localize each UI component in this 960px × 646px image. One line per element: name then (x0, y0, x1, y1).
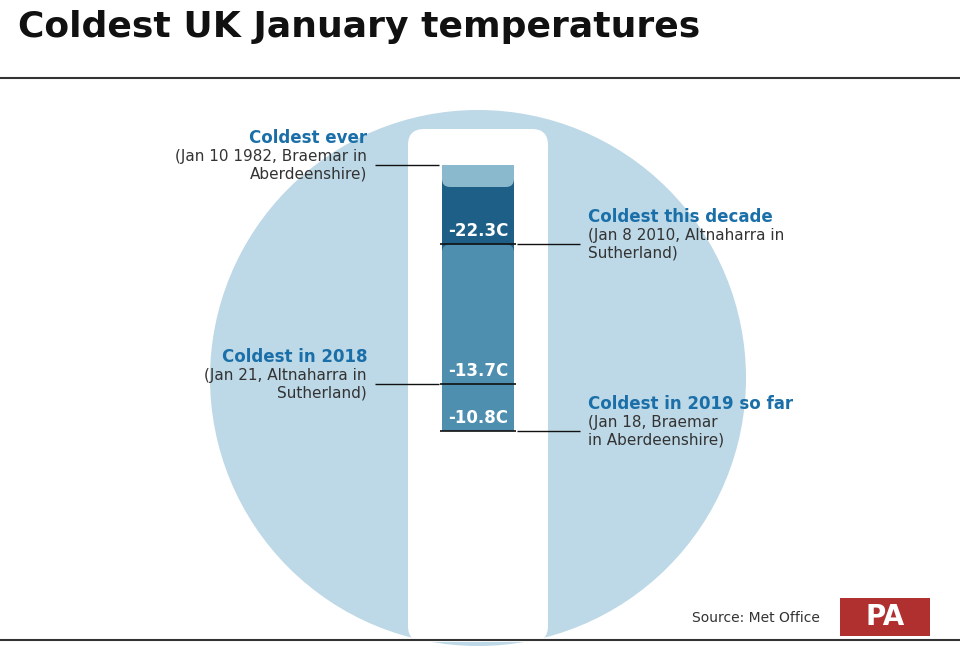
Text: Source: Met Office: Source: Met Office (692, 611, 820, 625)
Text: Coldest ever: Coldest ever (249, 129, 367, 147)
Bar (442, 165, 514, 431)
FancyBboxPatch shape (408, 129, 548, 642)
Bar (442, 244, 514, 431)
Text: (Jan 10 1982, Braemar in
Aberdeenshire): (Jan 10 1982, Braemar in Aberdeenshire) (175, 149, 367, 182)
FancyBboxPatch shape (840, 598, 930, 636)
Text: Coldest UK January temperatures: Coldest UK January temperatures (18, 10, 700, 44)
Text: Coldest this decade: Coldest this decade (588, 209, 773, 227)
Text: -22.3C: -22.3C (447, 222, 508, 240)
Text: -13.7C: -13.7C (448, 362, 508, 380)
Text: (Jan 18, Braemar
in Aberdeenshire): (Jan 18, Braemar in Aberdeenshire) (588, 415, 724, 447)
Text: PA: PA (865, 603, 904, 631)
FancyBboxPatch shape (442, 179, 514, 253)
Text: (Jan 8 2010, Altnaharra in
Sutherland): (Jan 8 2010, Altnaharra in Sutherland) (588, 229, 784, 261)
Text: -10.8C: -10.8C (448, 409, 508, 427)
Circle shape (210, 110, 746, 646)
Text: (Jan 21, Altnaharra in
Sutherland): (Jan 21, Altnaharra in Sutherland) (204, 368, 367, 401)
Text: -27.2C: -27.2C (447, 137, 508, 155)
Text: Coldest in 2019 so far: Coldest in 2019 so far (588, 395, 793, 413)
Text: Coldest in 2018: Coldest in 2018 (222, 348, 367, 366)
